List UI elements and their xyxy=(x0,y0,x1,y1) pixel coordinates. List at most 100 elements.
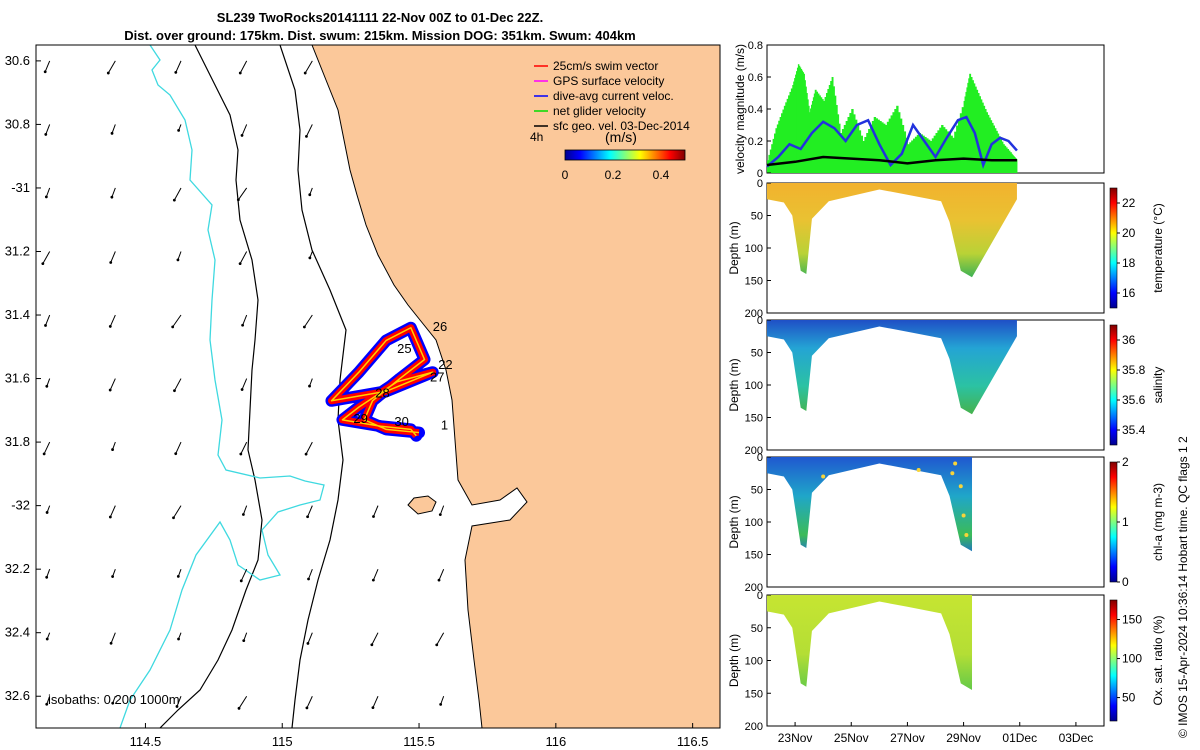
isobath-cyan xyxy=(119,45,325,728)
net-velocity-bar xyxy=(801,70,804,173)
net-velocity-bar xyxy=(993,125,995,173)
map-colorbar: 4h (m/s) 0 0.2 0.4 xyxy=(530,129,686,182)
temperature-y-tick-label: 200 xyxy=(745,308,763,320)
net-velocity-bar xyxy=(877,119,880,173)
geo-velocity-arrow xyxy=(237,187,248,201)
net-velocity-bar xyxy=(775,128,778,173)
geo-velocity-arrow xyxy=(238,695,248,709)
net-velocity-bar xyxy=(965,91,967,173)
net-velocity-bar xyxy=(792,85,794,173)
map-y-tick-label: 31.6 xyxy=(5,371,30,386)
geo-velocity-arrow xyxy=(177,251,182,261)
map-y-axis: 30.6 30.8 -31 31.2 31.4 31.6 31.8 -32 32.2 32.4 32… xyxy=(5,53,41,703)
geo-velocity-arrowhead xyxy=(242,639,246,643)
colorbar-label: (m/s) xyxy=(605,129,637,145)
net-velocity-bar xyxy=(828,85,831,173)
net-velocity-bar xyxy=(798,65,801,173)
geo-velocity-arrow xyxy=(439,505,445,515)
figure-title-line2: Dist. over ground: 175km. Dist. swum: 21… xyxy=(124,28,636,43)
net-velocity-bar xyxy=(778,120,781,173)
net-velocity-bar xyxy=(869,125,873,173)
net-velocity-bar xyxy=(771,144,774,173)
oxygen-cbar-tick-label: 100 xyxy=(1122,652,1142,666)
geo-velocity-arrow xyxy=(172,314,182,328)
geo-velocity-arrow xyxy=(440,696,445,705)
geo-velocity-arrowhead xyxy=(241,513,245,516)
net-velocity-bar xyxy=(948,133,951,173)
chlorophyll-y-tick-label: 100 xyxy=(745,517,763,529)
geo-velocity-arrowhead xyxy=(110,195,114,199)
net-velocity-bar xyxy=(974,86,977,173)
net-velocity-bar xyxy=(796,71,798,173)
geo-velocity-arrowhead xyxy=(306,515,309,519)
net-velocity-bar xyxy=(866,133,869,173)
oxygen-colorbar xyxy=(1109,599,1118,722)
time-x-tick-label: 25Nov xyxy=(834,731,869,745)
net-velocity-bar xyxy=(886,121,890,173)
geo-velocity-arrow xyxy=(110,251,116,263)
chlorophyll-colorbar xyxy=(1109,461,1118,583)
net-velocity-bar xyxy=(843,125,847,173)
geo-velocity-arrow xyxy=(175,441,182,454)
oxygen-panel: 0 50 100 150 200 Depth (m) 50 100 150 Ox. sat. ra… xyxy=(727,590,1165,745)
credit-text: © IMOS 15-Apr-2024 10:36:14 Hobart time.… xyxy=(1176,436,1190,738)
map-y-tick-label: 32.2 xyxy=(5,561,30,576)
oxygen-cbar-tick-label: 150 xyxy=(1122,613,1142,627)
geo-velocity-arrowhead xyxy=(108,325,112,328)
geo-velocity-arrow xyxy=(44,60,51,72)
geo-velocity-arrowhead xyxy=(45,511,49,514)
geo-velocity-arrowhead xyxy=(111,701,115,705)
oxygen-y-tick-label: 0 xyxy=(757,590,763,602)
geo-velocity-arrowhead xyxy=(435,643,439,647)
map-y-tick-label: -32 xyxy=(11,498,30,513)
geo-velocity-arrow xyxy=(43,441,51,455)
geo-velocity-arrowhead xyxy=(109,641,113,645)
geo-velocity-arrow xyxy=(175,60,182,73)
temperature-ylabel: Depth (m) xyxy=(727,221,741,274)
net-velocity-bar xyxy=(963,101,966,173)
net-velocity-bar xyxy=(853,114,856,173)
chlorophyll-y-tick-label: 0 xyxy=(757,452,763,464)
geo-velocity-arrowhead xyxy=(174,452,178,456)
net-velocity-bar xyxy=(926,138,929,173)
geo-velocity-arrow xyxy=(240,568,248,582)
net-velocity-bar xyxy=(810,104,813,173)
geo-velocity-arrowhead xyxy=(177,637,180,641)
net-velocity-bar xyxy=(959,113,963,173)
net-velocity-bar xyxy=(888,118,892,173)
geo-velocity-arrowhead xyxy=(308,193,312,197)
velocity-ylabel: velocity magnitude (m/s) xyxy=(733,44,747,174)
net-velocity-bar xyxy=(929,141,933,173)
geo-velocity-arrowhead xyxy=(240,134,244,137)
geo-velocity-arrow xyxy=(239,251,248,264)
net-velocity-bar xyxy=(793,81,795,173)
net-velocity-bar xyxy=(834,95,837,173)
net-velocity-bar xyxy=(981,102,984,173)
geo-velocity-arrowhead xyxy=(238,71,242,75)
net-velocity-bar xyxy=(892,112,895,173)
net-velocity-bar xyxy=(905,137,908,173)
geo-velocity-arrow xyxy=(243,632,248,641)
net-velocity-bar xyxy=(868,129,871,173)
geo-velocity-arrowhead xyxy=(108,515,112,519)
net-velocity-bar xyxy=(991,122,994,173)
net-velocity-bar xyxy=(972,80,974,173)
geo-velocity-arrowhead xyxy=(172,516,175,520)
net-velocity-bar xyxy=(835,105,838,173)
net-velocity-bar xyxy=(928,139,931,173)
geo-velocity-arrow xyxy=(371,632,379,645)
net-velocity-bar xyxy=(944,129,948,173)
net-velocity-bar xyxy=(797,64,800,173)
geo-velocity-arrowhead xyxy=(109,261,113,264)
salinity-y-tick-label: 200 xyxy=(745,445,763,457)
net-velocity-bar xyxy=(896,105,899,173)
net-velocity-bar xyxy=(807,99,809,173)
geo-velocity-arrowhead xyxy=(175,705,179,708)
temperature-section xyxy=(767,183,1017,278)
net-velocity-bar xyxy=(860,135,863,173)
net-velocity-bar xyxy=(994,128,997,173)
map-y-tick-label: 30.8 xyxy=(5,116,30,131)
map-y-tick-label: 31.8 xyxy=(5,434,30,449)
